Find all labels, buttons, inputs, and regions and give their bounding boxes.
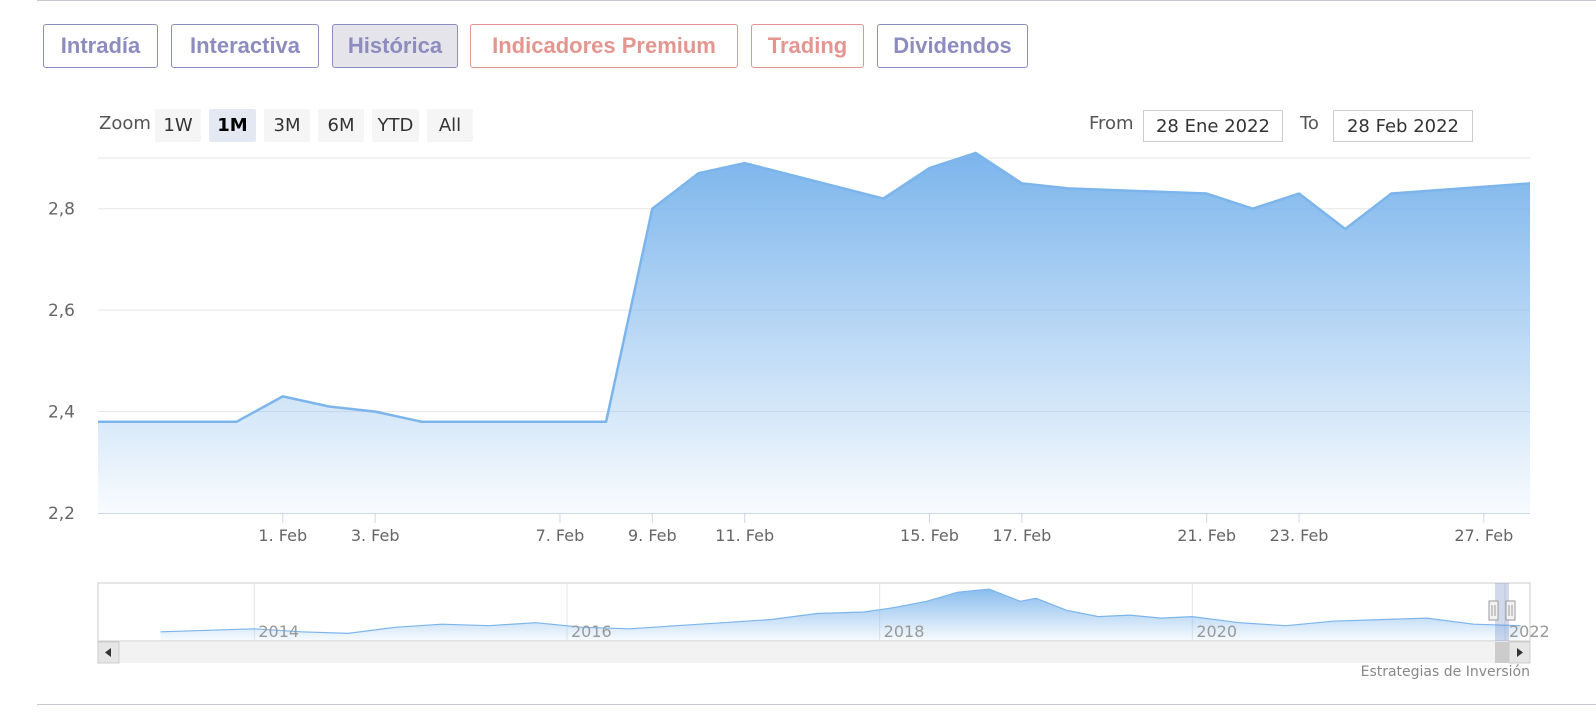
y-tick-label: 2,2 [48,504,75,524]
tab-historica[interactable]: Histórica [332,24,458,68]
bottom-divider [37,704,1596,705]
x-tick-label: 27. Feb [1454,526,1513,545]
range-to-label: To [1300,113,1319,134]
range-from-input[interactable] [1143,110,1283,142]
x-axis: 1. Feb 3. Feb 7. Feb 9. Feb 11. Feb 15. Feb 17… [98,513,1530,545]
tab-trading[interactable]: Trading [751,24,864,68]
scrollbar-thumb[interactable] [1495,642,1509,663]
tab-indicadores-premium[interactable]: Indicadores Premium [470,24,738,68]
zoom-1w-button[interactable]: 1W [155,109,201,142]
zoom-ytd-button[interactable]: YTD [372,109,419,142]
navigator[interactable]: 2014 2016 2018 2020 2022 [97,582,1550,642]
scrollbar-track[interactable] [98,642,1530,663]
x-tick-label: 11. Feb [715,526,774,545]
tab-dividendos[interactable]: Dividendos [877,24,1028,68]
top-divider [37,0,1596,1]
y-axis: 2,2 2,4 2,6 2,8 [48,200,75,524]
scrollbar[interactable] [97,641,1531,664]
zoom-3m-button[interactable]: 3M [264,109,310,142]
x-tick-label: 17. Feb [992,526,1051,545]
navigator-year-label: 2018 [884,622,925,641]
navigator-year-label: 2016 [571,622,612,641]
x-tick-label: 21. Feb [1177,526,1236,545]
zoom-label: Zoom [99,113,151,134]
zoom-all-button[interactable]: All [427,109,473,142]
tab-interactiva[interactable]: Interactiva [171,24,319,68]
navigator-year-label: 2014 [258,622,299,641]
arrow-right-icon [1517,648,1523,657]
navigator-year-label: 2020 [1196,622,1237,641]
navigator-line [160,588,1521,635]
area-fill [98,152,1530,513]
range-to-input[interactable] [1333,110,1473,142]
zoom-1m-button[interactable]: 1M [209,109,256,142]
navigator-handle-right[interactable] [1505,600,1516,621]
range-from-label: From [1089,113,1134,134]
arrow-left-icon [105,648,111,657]
series-line[interactable] [98,151,1531,423]
scroll-right-button[interactable] [1508,641,1531,664]
navigator-year-label: 2022 [1509,622,1550,641]
tab-intradia[interactable]: Intradía [43,24,158,68]
zoom-6m-button[interactable]: 6M [318,109,364,142]
x-tick-label: 3. Feb [351,526,400,545]
x-tick-label: 1. Feb [258,526,307,545]
credits-text[interactable]: Estrategias de Inversión [1360,664,1530,680]
x-tick-label: 23. Feb [1270,526,1329,545]
navigator-area [160,589,1521,641]
y-tick-label: 2,8 [48,200,75,220]
y-tick-label: 2,6 [48,301,75,321]
x-tick-label: 9. Feb [628,526,677,545]
scroll-left-button[interactable] [97,641,120,664]
x-tick-label: 15. Feb [900,526,959,545]
price-series [98,151,1531,513]
x-tick-label: 7. Feb [536,526,585,545]
y-tick-label: 2,4 [48,403,75,423]
navigator-selection[interactable] [1495,583,1509,641]
navigator-handle-left[interactable] [1488,600,1499,621]
